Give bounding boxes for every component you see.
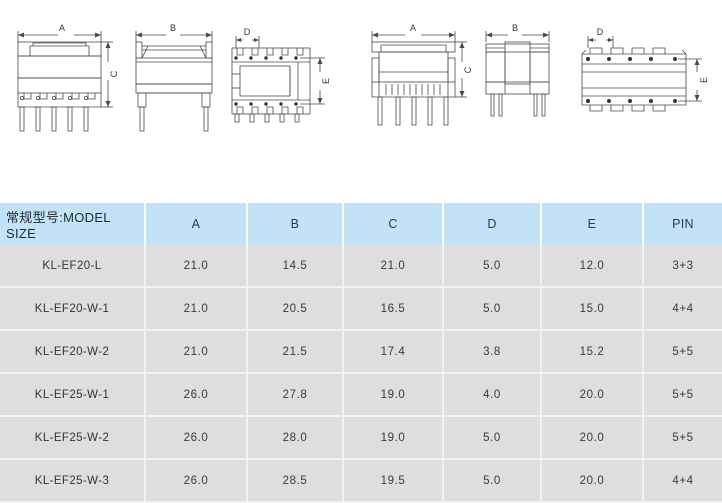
cell-model: KL-EF20-L: [0, 245, 146, 288]
svg-text:D: D: [244, 27, 251, 37]
cell-e: 15.2: [541, 330, 644, 374]
column-header-c: C: [343, 203, 444, 245]
table-row: KL-EF20-W-2 21.0 21.5 17.4 3.8 15.2 5+5: [0, 330, 722, 374]
table-header-row: 常规型号:MODEL SIZE A B C D E PIN: [0, 203, 722, 245]
cell-a: 26.0: [145, 373, 248, 417]
svg-text:E: E: [699, 77, 709, 83]
column-header-model: 常规型号:MODEL SIZE: [0, 203, 146, 245]
cell-pin: 4+4: [643, 287, 722, 331]
column-header-b: B: [247, 203, 344, 245]
cell-model: KL-EF20-W-1: [0, 287, 146, 331]
cell-b: 27.8: [247, 373, 344, 417]
table-row: KL-EF20-W-1 21.0 20.5 16.5 5.0 15.0 4+4: [0, 287, 722, 331]
cell-c: 21.0: [343, 245, 444, 288]
column-header-a: A: [145, 203, 248, 245]
table-row: KL-EF25-W-3 26.0 28.5 19.5 5.0 20.0 4+4: [0, 459, 722, 503]
column-header-d: D: [443, 203, 542, 245]
svg-text:D: D: [597, 27, 604, 37]
cell-b: 21.5: [247, 330, 344, 374]
cell-model: KL-EF25-W-2: [0, 416, 146, 460]
column-header-e: E: [541, 203, 644, 245]
cell-b: 28.5: [247, 459, 344, 503]
cell-c: 19.0: [343, 373, 444, 417]
table-row: KL-EF20-L 21.0 14.5 21.0 5.0 12.0 3+3: [0, 245, 722, 288]
cell-e: 20.0: [541, 373, 644, 417]
cell-d: 4.0: [443, 373, 542, 417]
svg-text:E: E: [321, 78, 331, 84]
cell-d: 5.0: [443, 416, 542, 460]
cell-model: KL-EF25-W-1: [0, 373, 146, 417]
svg-text:B: B: [512, 23, 518, 33]
cell-b: 28.0: [247, 416, 344, 460]
cell-pin: 5+5: [643, 416, 722, 460]
cell-a: 26.0: [145, 459, 248, 503]
ef20-front-view: A C: [17, 23, 709, 132]
cell-d: 5.0: [443, 459, 542, 503]
svg-text:A: A: [410, 23, 416, 33]
cell-e: 20.0: [541, 416, 644, 460]
cell-c: 19.5: [343, 459, 444, 503]
cell-b: 20.5: [247, 287, 344, 331]
cell-pin: 3+3: [643, 245, 722, 288]
column-header-pin: PIN: [643, 203, 722, 245]
cell-pin: 4+4: [643, 459, 722, 503]
cell-c: 16.5: [343, 287, 444, 331]
model-size-table: 常规型号:MODEL SIZE A B C D E PIN KL-EF20-L …: [0, 203, 722, 503]
cell-a: 21.0: [145, 330, 248, 374]
cell-d: 5.0: [443, 287, 542, 331]
cell-e: 12.0: [541, 245, 644, 288]
cell-d: 5.0: [443, 245, 542, 288]
cell-e: 15.0: [541, 287, 644, 331]
cell-e: 20.0: [541, 459, 644, 503]
table-row: KL-EF25-W-1 26.0 27.8 19.0 4.0 20.0 5+5: [0, 373, 722, 417]
svg-text:A: A: [59, 23, 65, 33]
cell-c: 17.4: [343, 330, 444, 374]
svg-text:C: C: [109, 70, 119, 77]
cell-model: KL-EF20-W-2: [0, 330, 146, 374]
table-body: KL-EF20-L 21.0 14.5 21.0 5.0 12.0 3+3 KL…: [0, 245, 722, 503]
cell-a: 26.0: [145, 416, 248, 460]
cell-c: 19.0: [343, 416, 444, 460]
svg-text:B: B: [170, 23, 176, 33]
cell-a: 21.0: [145, 245, 248, 288]
table-row: KL-EF25-W-2 26.0 28.0 19.0 5.0 20.0 5+5: [0, 416, 722, 460]
technical-drawings-band: A C: [0, 0, 722, 200]
cell-pin: 5+5: [643, 330, 722, 374]
cell-model: KL-EF25-W-3: [0, 459, 146, 503]
cell-d: 3.8: [443, 330, 542, 374]
table-header: 常规型号:MODEL SIZE A B C D E PIN: [0, 203, 722, 245]
svg-text:C: C: [463, 66, 473, 73]
cell-pin: 5+5: [643, 373, 722, 417]
cell-a: 21.0: [145, 287, 248, 331]
cell-b: 14.5: [247, 245, 344, 288]
